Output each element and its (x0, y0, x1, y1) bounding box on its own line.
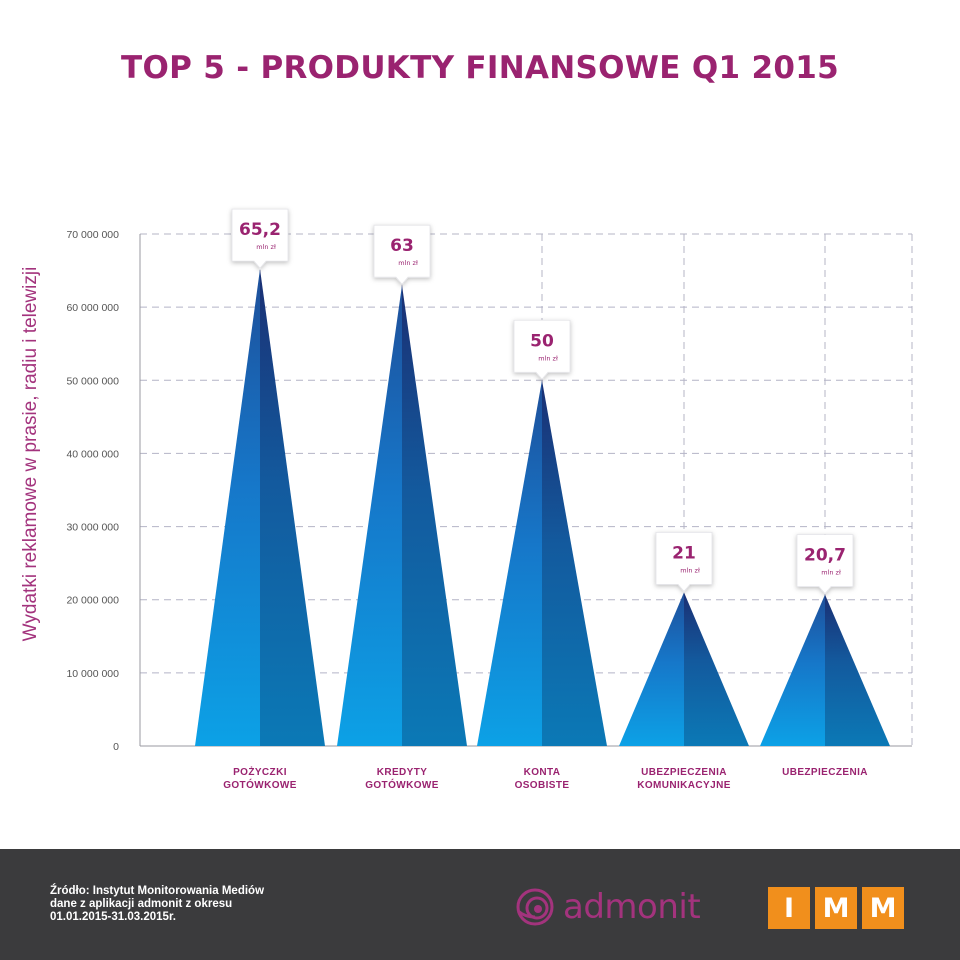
bar-face-left (337, 285, 402, 746)
bar-face-right (542, 380, 607, 746)
y-tick-label: 0 (113, 741, 119, 753)
footer: Źródło: Instytut Monitorowania Mediów da… (0, 849, 960, 960)
bar-face-right (402, 285, 467, 746)
data-label-unit: mln zł (256, 243, 276, 251)
data-label-value: 63 (390, 236, 414, 256)
imm-letter: M (815, 887, 857, 929)
data-label-callout (796, 534, 854, 595)
bar-face-right (825, 594, 890, 746)
data-label-unit: mln zł (538, 354, 558, 362)
data-label-value: 20,7 (804, 546, 846, 566)
data-label-callout (231, 208, 289, 269)
data-label-value: 65,2 (239, 220, 281, 240)
chart-title: TOP 5 - PRODUKTY FINANSOWE Q1 2015 (121, 50, 839, 86)
bar-face-right (684, 592, 749, 746)
y-tick-label: 10 000 000 (66, 668, 119, 680)
data-label-unit: mln zł (398, 259, 418, 267)
y-tick-label: 20 000 000 (66, 595, 119, 607)
imm-letter: M (862, 887, 904, 929)
bar-face-left (760, 594, 825, 746)
y-tick-label: 60 000 000 (66, 302, 119, 314)
category-label: UBEZPIECZENIA KOMUNIKACYJNE (637, 767, 731, 791)
chart: 0 10 000 000 20 000 000 30 000 000 40 000 00… (20, 208, 913, 791)
y-tick-label: 70 000 000 (66, 229, 119, 241)
data-label-value: 21 (672, 543, 696, 563)
bar (337, 285, 467, 746)
data-label-value: 50 (530, 331, 554, 351)
bar-face-left (477, 380, 542, 746)
category-label: UBEZPIECZENIA (782, 767, 868, 778)
y-axis-label: Wydatki reklamowe w prasie, radiu i tele… (20, 267, 41, 642)
category-label: POŻYCZKI GOTÓWKOWE (223, 765, 297, 791)
imm-logo: I M M (768, 887, 904, 929)
category-label: KREDYTY GOTÓWKOWE (365, 767, 439, 791)
bar-face-left (619, 592, 684, 746)
y-tick-label: 50 000 000 (66, 375, 119, 387)
admonit-logo: admonit (515, 885, 701, 929)
y-tick-label: 40 000 000 (66, 448, 119, 460)
bar (760, 594, 890, 746)
data-label-unit: mln zł (821, 569, 841, 577)
source-line: Źródło: Instytut Monitorowania Mediów (50, 885, 265, 897)
data-label-callout (655, 532, 713, 593)
data-label-unit: mln zł (680, 566, 700, 574)
y-tick-label: 30 000 000 (66, 522, 119, 534)
bar (195, 269, 325, 746)
source-note: Źródło: Instytut Monitorowania Mediów da… (50, 885, 264, 924)
admonit-shell-icon (516, 888, 554, 926)
bar-face-right (260, 269, 325, 746)
imm-letter: I (768, 887, 810, 929)
data-label-callout (373, 224, 431, 285)
source-line: dane z aplikacji admonit z okresu (50, 898, 233, 910)
bar (619, 592, 749, 746)
bar (477, 380, 607, 746)
bar-face-left (195, 269, 260, 746)
data-label-callout (513, 319, 571, 380)
category-label: KONTA OSOBISTE (515, 767, 570, 791)
admonit-wordmark: admonit (563, 887, 701, 927)
source-line: 01.01.2015-31.03.2015r. (50, 911, 176, 923)
